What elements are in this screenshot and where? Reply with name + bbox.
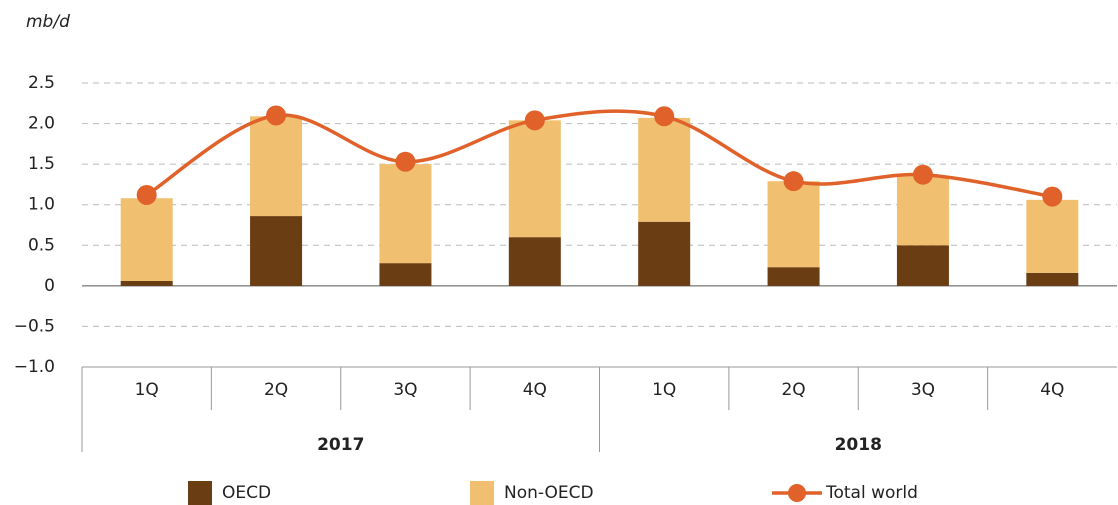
bar: [896, 245, 949, 286]
line-marker: [654, 106, 675, 127]
bar: [250, 116, 303, 217]
bar: [638, 117, 691, 222]
legend-label: Non-OECD: [504, 483, 594, 503]
y-tick-label: 0.5: [28, 235, 55, 255]
line-marker: [912, 164, 933, 185]
line-marker: [395, 151, 416, 172]
x-tick-label: 1Q: [135, 380, 159, 400]
x-tick-label: 4Q: [523, 380, 547, 400]
y-tick-label: 0: [44, 276, 55, 296]
line-marker: [524, 110, 545, 131]
line-marker: [266, 105, 287, 126]
line-marker: [783, 171, 804, 192]
y-axis-label: mb/d: [26, 12, 70, 32]
y-tick-label: 2.0: [28, 114, 55, 134]
bar: [1026, 199, 1079, 273]
y-tick-label: 2.5: [28, 73, 55, 93]
y-tick-label: 1.0: [28, 195, 55, 215]
y-tick-label: 1.5: [28, 154, 55, 174]
bar: [767, 267, 820, 286]
bar: [120, 198, 173, 281]
group-label: 2018: [835, 435, 882, 455]
group-label: 2017: [317, 435, 364, 455]
legend-label: Total world: [825, 483, 918, 503]
bar: [508, 237, 561, 286]
bar: [638, 221, 691, 286]
line-marker: [1042, 186, 1063, 207]
bar: [508, 120, 561, 238]
x-tick-label: 3Q: [911, 380, 935, 400]
bar: [767, 181, 820, 268]
x-tick-label: 1Q: [652, 380, 676, 400]
x-tick-label: 2Q: [264, 380, 288, 400]
bar: [1026, 272, 1079, 286]
bar: [896, 176, 949, 246]
x-tick-label: 3Q: [393, 380, 417, 400]
y-tick-label: −1.0: [14, 357, 55, 377]
x-tick-label: 4Q: [1040, 380, 1064, 400]
legend-swatch: [470, 481, 494, 505]
line-marker: [136, 184, 157, 205]
legend-label: OECD: [222, 483, 271, 503]
legend-swatch: [188, 481, 212, 505]
bar: [379, 164, 432, 264]
x-tick-label: 2Q: [781, 380, 805, 400]
y-tick-label: −0.5: [14, 316, 55, 336]
legend-marker: [788, 484, 806, 502]
bar: [250, 216, 303, 286]
bar: [379, 263, 432, 286]
bar: [120, 280, 173, 286]
